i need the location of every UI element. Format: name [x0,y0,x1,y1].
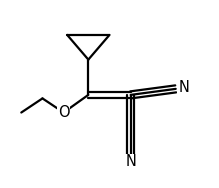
Text: O: O [58,105,69,120]
Text: N: N [178,80,189,95]
Text: N: N [125,154,136,169]
